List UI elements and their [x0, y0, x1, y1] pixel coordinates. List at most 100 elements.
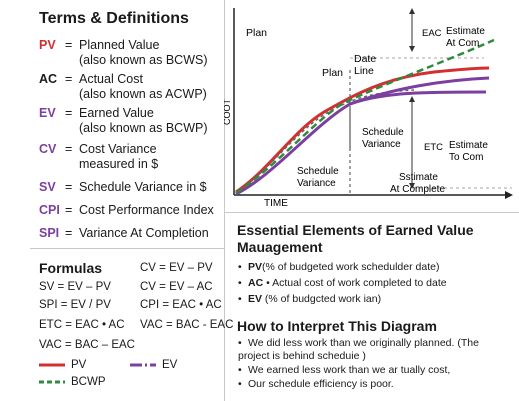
essential-bullet-1: • PV(% of budgeted work schedulder date) — [238, 261, 440, 273]
legend-ev: EV — [130, 359, 177, 371]
essential-bullet-3: • EV (% of budgcted work ian) — [238, 293, 382, 305]
legend-pv: PV — [39, 359, 86, 371]
term-definition: Actual Cost (also known as ACWP) — [79, 72, 207, 102]
etc-label-line1: Estimate — [449, 140, 488, 151]
essential-bullet-1-text: (% of budgeted work schedulder date) — [262, 261, 440, 273]
schedule-variance-low-2: Variance — [297, 178, 336, 189]
interpret-bullet-1: • We did less work than we originally pla… — [238, 337, 479, 362]
essential-bullet-2: • AC • Actual cost of work completed to d… — [238, 277, 447, 289]
eac-arrow-head-up — [409, 8, 415, 14]
schedule-variance-mid-1: Schedule — [362, 127, 404, 138]
divider-right — [224, 212, 519, 213]
formula-left-3: ETC = EAC • AC — [39, 319, 125, 331]
plan-mid-label: Plan — [322, 67, 343, 79]
term-ev: EV = Earned Value (also known as BCWP) — [39, 106, 208, 136]
term-definition-sub: (also known as ACWP) — [79, 87, 207, 101]
formula-right-2: CV = EV – AC — [140, 281, 213, 293]
term-definition: Cost Performance Index — [79, 203, 214, 218]
term-pv: PV = Planned Value (also known as BCWS) — [39, 38, 208, 68]
essential-bullet-3-text: (% of budgcted work ian) — [262, 293, 382, 305]
legend-bcwp-line — [39, 380, 65, 384]
interpret-bullet-1-text: We did less work than we originally plan… — [238, 337, 479, 362]
formula-right-1: CV = EV – PV — [140, 262, 213, 274]
plan-top-label: Plan — [246, 27, 267, 39]
estimate-complete-2: At Complete — [390, 184, 445, 195]
interpret-bullet-3: • Our schedule efficiency is poor. — [238, 378, 394, 390]
legend-ev-label: EV — [162, 359, 178, 371]
term-definition-main: Variance At Completion — [79, 226, 209, 240]
legend-pv-line — [39, 363, 65, 367]
term-definition: Earned Value (also known as BCWP) — [79, 106, 208, 136]
term-equals: = — [65, 142, 73, 156]
essential-bullet-2-text: • Actual cost of work completed to date — [263, 277, 447, 289]
interpret-bullet-2: • We earned less work than we ar tually c… — [238, 364, 451, 376]
schedule-variance-mid-2: Variance — [362, 139, 401, 150]
term-definition-main: Earned Value — [79, 106, 154, 120]
term-sv: SV = Schedule Variance in $ — [39, 180, 207, 195]
divider-vertical — [224, 0, 225, 401]
term-abbr: CV — [39, 142, 57, 156]
evm-diagram: COOT TIME Plan Plan Date Line Schedule V… — [224, 8, 513, 209]
term-definition: Planned Value (also known as BCWS) — [79, 38, 208, 68]
bcwp-curve — [235, 38, 495, 195]
time-axis-label: TIME — [264, 198, 288, 209]
ac-curve — [235, 89, 415, 194]
term-abbr: SPI — [39, 226, 60, 240]
eac-label-line2: At Com — [446, 38, 479, 49]
term-definition-sub: (also known as BCWP) — [79, 121, 208, 135]
eac-label-abbr: EAC — [422, 28, 442, 39]
legend-pv-label: PV — [71, 359, 87, 371]
formula-right-4: VAC = BAC - EAC — [140, 319, 234, 331]
term-cpi: CPI = Cost Performance Index — [39, 203, 214, 218]
term-definition: Schedule Variance in $ — [79, 180, 207, 195]
etc-arrow-head-up — [409, 96, 415, 102]
term-equals: = — [65, 38, 73, 52]
term-spi: SPI = Variance At Completion — [39, 226, 209, 241]
formulas-title: Formulas — [39, 260, 103, 276]
interpret-bullet-3-text: Our schedule efficiency is poor. — [248, 378, 394, 390]
term-definition-main: Cost Variance — [79, 142, 157, 156]
date-line-label-2: Line — [354, 65, 374, 77]
cost-axis-label: COOT — [224, 98, 232, 125]
ev-curve — [235, 90, 487, 196]
formula-right-3: CPI = EAC • AC — [140, 299, 222, 311]
ev-upper-curve — [349, 76, 490, 106]
term-definition-main: Actual Cost — [79, 72, 143, 86]
term-definition-main: Planned Value — [79, 38, 160, 52]
term-equals: = — [65, 72, 73, 86]
date-line-label-1: Date — [354, 53, 376, 65]
formula-left-4: VAC = BAC – EAC — [39, 339, 135, 351]
x-axis-arrow — [505, 191, 513, 199]
term-definition: Variance At Completion — [79, 226, 209, 241]
legend-bcwp: BCWP — [39, 376, 106, 388]
essential-bullet-3-key: EV — [248, 293, 263, 305]
interpret-bullet-2-text: We earned less work than we ar tually co… — [248, 364, 451, 376]
essential-bullet-1-key: PV — [248, 261, 263, 273]
divider-left — [30, 248, 224, 249]
term-definition-sub: (also known as BCWS) — [79, 53, 208, 67]
term-abbr: CPI — [39, 203, 60, 217]
formula-left-1: SV = EV – PV — [39, 281, 111, 293]
legend-ev-line — [130, 363, 156, 367]
term-ac: AC = Actual Cost (also known as ACWP) — [39, 72, 207, 102]
term-equals: = — [65, 106, 73, 120]
estimate-complete-1: Sstimate — [399, 172, 438, 183]
essential-bullet-2-key: AC — [248, 277, 264, 289]
term-equals: = — [65, 226, 73, 240]
eac-label-line1: Estimate — [446, 26, 485, 37]
eac-arrow-head-down — [409, 46, 415, 52]
schedule-variance-low-1: Schedule — [297, 166, 339, 177]
term-abbr: AC — [39, 72, 58, 86]
terms-title: Terms & Definitions — [39, 10, 189, 27]
term-definition: Cost Variance measured in $ — [79, 142, 158, 172]
etc-arrow-head-down — [409, 183, 415, 189]
term-definition-sub: measured in $ — [79, 157, 159, 171]
formula-left-2: SPI = EV / PV — [39, 299, 111, 311]
term-abbr: PV — [39, 38, 56, 52]
etc-label-abbr: ETC — [424, 142, 443, 153]
pv-curve — [235, 66, 490, 194]
term-definition-main: Cost Performance Index — [79, 203, 214, 217]
legend-bcwp-label: BCWP — [71, 376, 106, 388]
interpret-title: How to Interpret This Diagram — [237, 318, 437, 334]
term-equals: = — [65, 180, 73, 194]
